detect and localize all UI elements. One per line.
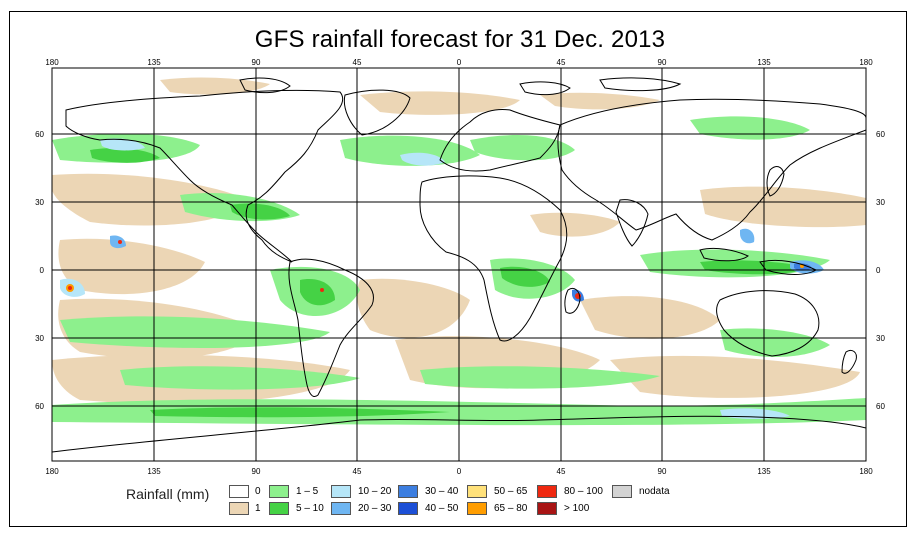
legend-swatch-nodata [612,485,632,498]
right-tick-label: 0 [876,266,881,275]
legend-swatch-65to80 [467,502,487,515]
left-tick-label: 60 [35,402,44,411]
legend-label-65to80: 65 – 80 [494,503,528,514]
left-tick-label: 60 [35,130,44,139]
left-tick-labels: 60 30 0 30 60 [35,130,44,411]
legend-swatch-0 [229,485,249,498]
legend-swatch-30to40 [398,485,418,498]
bottom-tick-label: 135 [757,467,771,476]
legend-swatch-40to50 [398,502,418,515]
legend-label-1to5: 1 – 5 [296,486,319,497]
legend-label-40to50: 40 – 50 [425,503,459,514]
top-tick-label: 135 [757,58,771,67]
right-tick-label: 30 [876,334,885,343]
bottom-tick-labels: 180 135 90 45 0 45 90 135 180 [45,467,873,476]
bottom-tick-label: 0 [457,467,462,476]
legend-swatch-20to30 [331,502,351,515]
legend-label-50to65: 50 – 65 [494,486,528,497]
top-tick-label: 135 [147,58,161,67]
left-tick-label: 0 [40,266,45,275]
legend-label-nodata: nodata [639,486,670,497]
right-tick-label: 30 [876,198,885,207]
legend-swatch-80to100 [537,485,557,498]
bottom-tick-label: 45 [557,467,566,476]
top-tick-labels: 180 135 90 45 0 45 90 135 180 [45,58,873,67]
legend-swatch-10to20 [331,485,351,498]
top-tick-label: 180 [859,58,873,67]
graticule [52,68,866,461]
legend-label-10to20: 10 – 20 [358,486,392,497]
legend-label-0: 0 [255,486,261,497]
page-title: GFS rainfall forecast for 31 Dec. 2013 [254,26,666,53]
right-tick-label: 60 [876,130,885,139]
legend-label-20to30: 20 – 30 [358,503,392,514]
legend-swatch-1to5 [269,485,289,498]
legend-swatch-5to10 [269,502,289,515]
right-tick-label: 60 [876,402,885,411]
coastlines [52,77,866,453]
map-border [51,67,867,462]
legend-swatch-50to65 [467,485,487,498]
bottom-tick-label: 90 [252,467,261,476]
top-tick-label: 90 [658,58,667,67]
left-tick-label: 30 [35,198,44,207]
top-tick-label: 180 [45,58,59,67]
bottom-tick-label: 45 [353,467,362,476]
top-tick-label: 90 [252,58,261,67]
legend-swatch-1 [229,502,249,515]
legend-label-30to40: 30 – 40 [425,486,459,497]
top-tick-label: 0 [457,58,462,67]
bottom-tick-label: 180 [859,467,873,476]
top-tick-label: 45 [557,58,566,67]
rain-5to10mm-regions [90,147,810,418]
bottom-tick-label: 90 [658,467,667,476]
legend-label-5to10: 5 – 10 [296,503,324,514]
legend-label-1: 1 [255,503,261,514]
right-tick-labels: 60 30 0 30 60 [876,130,885,411]
legend-label-over100: > 100 [564,503,590,514]
legend-swatch-over100 [537,502,557,515]
legend-label-80to100: 80 – 100 [564,486,603,497]
bottom-tick-label: 180 [45,467,59,476]
left-tick-label: 30 [35,334,44,343]
top-tick-label: 45 [353,58,362,67]
bottom-tick-label: 135 [147,467,161,476]
legend-title: Rainfall (mm) [126,486,210,502]
